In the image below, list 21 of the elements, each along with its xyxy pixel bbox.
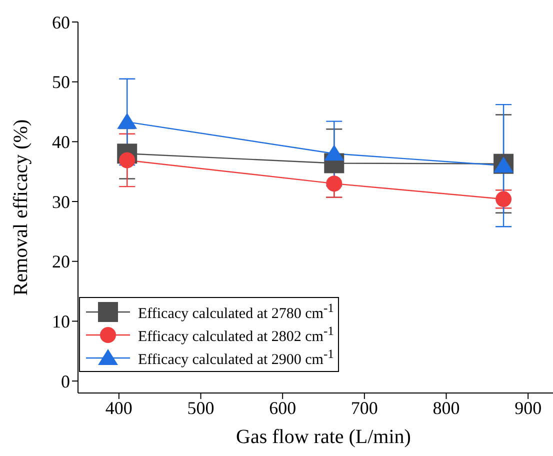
y-tick-label: 50 [52,72,70,92]
x-tick-label: 600 [269,398,296,418]
legend-label: Efficacy calculated at 2802 cm$^{-1}$ [138,324,334,346]
point [117,112,138,129]
legend-label: Efficacy calculated at 2900 cm$^{-1}$ [138,346,334,368]
y-tick-label: 20 [52,252,70,272]
y-tick-label: 40 [52,132,70,152]
y-axis-title: Removal efficacy (%) [10,119,32,296]
y-tick-label: 10 [52,312,70,332]
x-tick-label: 400 [105,398,132,418]
x-axis-title: Gas flow rate (L/min) [236,426,411,448]
y-tick-label: 30 [52,192,70,212]
y-tick-label: 0 [61,371,70,392]
point [324,144,344,161]
legend-label: Efficacy calculated at 2780 cm$^{-1}$ [138,300,334,322]
x-tick-label: 900 [514,398,542,418]
x-tick-label: 800 [432,398,460,418]
x-tick-label: 700 [350,398,378,418]
x-tick-label: 500 [187,398,214,418]
y-tick-label: 60 [52,12,70,32]
point [326,176,342,192]
